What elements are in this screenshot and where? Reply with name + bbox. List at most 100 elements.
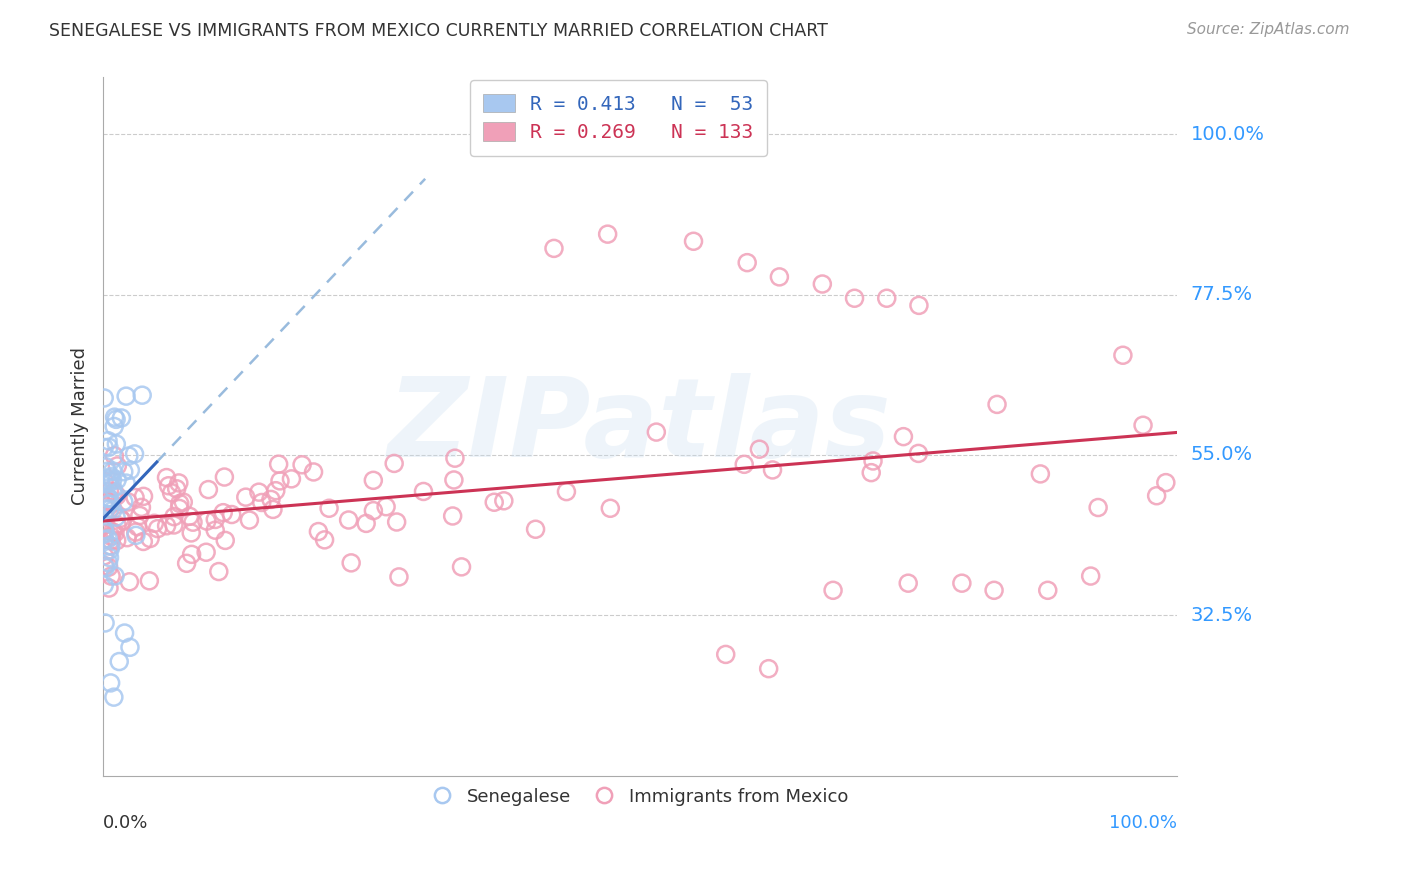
Point bbox=[318, 501, 340, 516]
Point bbox=[195, 545, 218, 559]
Point bbox=[748, 442, 770, 457]
Point bbox=[375, 500, 398, 514]
Point bbox=[811, 277, 834, 291]
Point bbox=[238, 513, 260, 527]
Point bbox=[97, 491, 120, 505]
Point bbox=[157, 479, 180, 493]
Point bbox=[93, 533, 115, 547]
Point bbox=[100, 539, 122, 553]
Point bbox=[118, 449, 141, 463]
Text: Source: ZipAtlas.com: Source: ZipAtlas.com bbox=[1187, 22, 1350, 37]
Point bbox=[893, 429, 915, 443]
Point bbox=[93, 475, 115, 489]
Point bbox=[247, 485, 270, 500]
Point bbox=[543, 241, 565, 255]
Point bbox=[682, 234, 704, 248]
Point bbox=[139, 532, 162, 546]
Point bbox=[103, 484, 125, 499]
Point bbox=[761, 463, 783, 477]
Point bbox=[1029, 467, 1052, 481]
Point bbox=[98, 497, 121, 511]
Point bbox=[169, 501, 191, 516]
Text: 0.0%: 0.0% bbox=[103, 814, 149, 832]
Point bbox=[120, 463, 142, 477]
Point bbox=[986, 397, 1008, 411]
Point bbox=[110, 511, 132, 525]
Point bbox=[172, 495, 194, 509]
Point bbox=[264, 483, 287, 498]
Point bbox=[138, 574, 160, 588]
Point bbox=[714, 648, 737, 662]
Point bbox=[450, 560, 472, 574]
Point bbox=[181, 515, 204, 529]
Point bbox=[96, 465, 118, 479]
Point bbox=[212, 506, 235, 520]
Point bbox=[1036, 583, 1059, 598]
Point bbox=[250, 495, 273, 509]
Point bbox=[93, 523, 115, 537]
Point bbox=[195, 514, 218, 528]
Point bbox=[132, 534, 155, 549]
Point bbox=[105, 489, 128, 503]
Point bbox=[337, 513, 360, 527]
Point bbox=[98, 581, 121, 595]
Point bbox=[93, 578, 115, 592]
Point bbox=[94, 615, 117, 630]
Point bbox=[733, 458, 755, 472]
Point bbox=[93, 558, 115, 573]
Point bbox=[103, 419, 125, 434]
Point bbox=[105, 458, 128, 473]
Point bbox=[1087, 500, 1109, 515]
Point bbox=[354, 516, 377, 531]
Point bbox=[146, 522, 169, 536]
Text: 100.0%: 100.0% bbox=[1108, 814, 1177, 832]
Point bbox=[125, 524, 148, 539]
Point bbox=[100, 469, 122, 483]
Point bbox=[115, 389, 138, 403]
Point bbox=[262, 502, 284, 516]
Point bbox=[125, 528, 148, 542]
Text: 55.0%: 55.0% bbox=[1191, 445, 1253, 465]
Point bbox=[97, 434, 120, 448]
Y-axis label: Currently Married: Currently Married bbox=[72, 348, 89, 506]
Point bbox=[131, 388, 153, 402]
Point bbox=[112, 494, 135, 508]
Text: ZIPatlas: ZIPatlas bbox=[388, 373, 891, 480]
Point bbox=[101, 525, 124, 540]
Point bbox=[163, 509, 186, 524]
Point bbox=[204, 523, 226, 537]
Point bbox=[143, 516, 166, 531]
Point bbox=[388, 570, 411, 584]
Point bbox=[108, 655, 131, 669]
Point bbox=[897, 576, 920, 591]
Point bbox=[115, 476, 138, 491]
Point bbox=[302, 465, 325, 479]
Point bbox=[155, 470, 177, 484]
Point bbox=[128, 508, 150, 523]
Point bbox=[197, 483, 219, 497]
Point bbox=[1132, 418, 1154, 433]
Point bbox=[105, 412, 128, 426]
Point bbox=[93, 441, 115, 455]
Point bbox=[105, 510, 128, 524]
Point bbox=[103, 449, 125, 463]
Point bbox=[363, 473, 385, 487]
Point bbox=[441, 508, 464, 523]
Text: 32.5%: 32.5% bbox=[1191, 606, 1253, 624]
Point bbox=[214, 470, 236, 484]
Point bbox=[267, 457, 290, 471]
Point bbox=[291, 458, 314, 472]
Point bbox=[98, 495, 121, 509]
Point bbox=[280, 472, 302, 486]
Point bbox=[94, 493, 117, 508]
Point bbox=[101, 481, 124, 495]
Point bbox=[103, 410, 125, 425]
Point bbox=[735, 255, 758, 269]
Point bbox=[214, 533, 236, 548]
Point bbox=[1112, 348, 1135, 362]
Point bbox=[599, 501, 621, 516]
Text: SENEGALESE VS IMMIGRANTS FROM MEXICO CURRENTLY MARRIED CORRELATION CHART: SENEGALESE VS IMMIGRANTS FROM MEXICO CUR… bbox=[49, 22, 828, 40]
Point bbox=[260, 492, 283, 507]
Point bbox=[1154, 475, 1177, 490]
Point bbox=[96, 473, 118, 487]
